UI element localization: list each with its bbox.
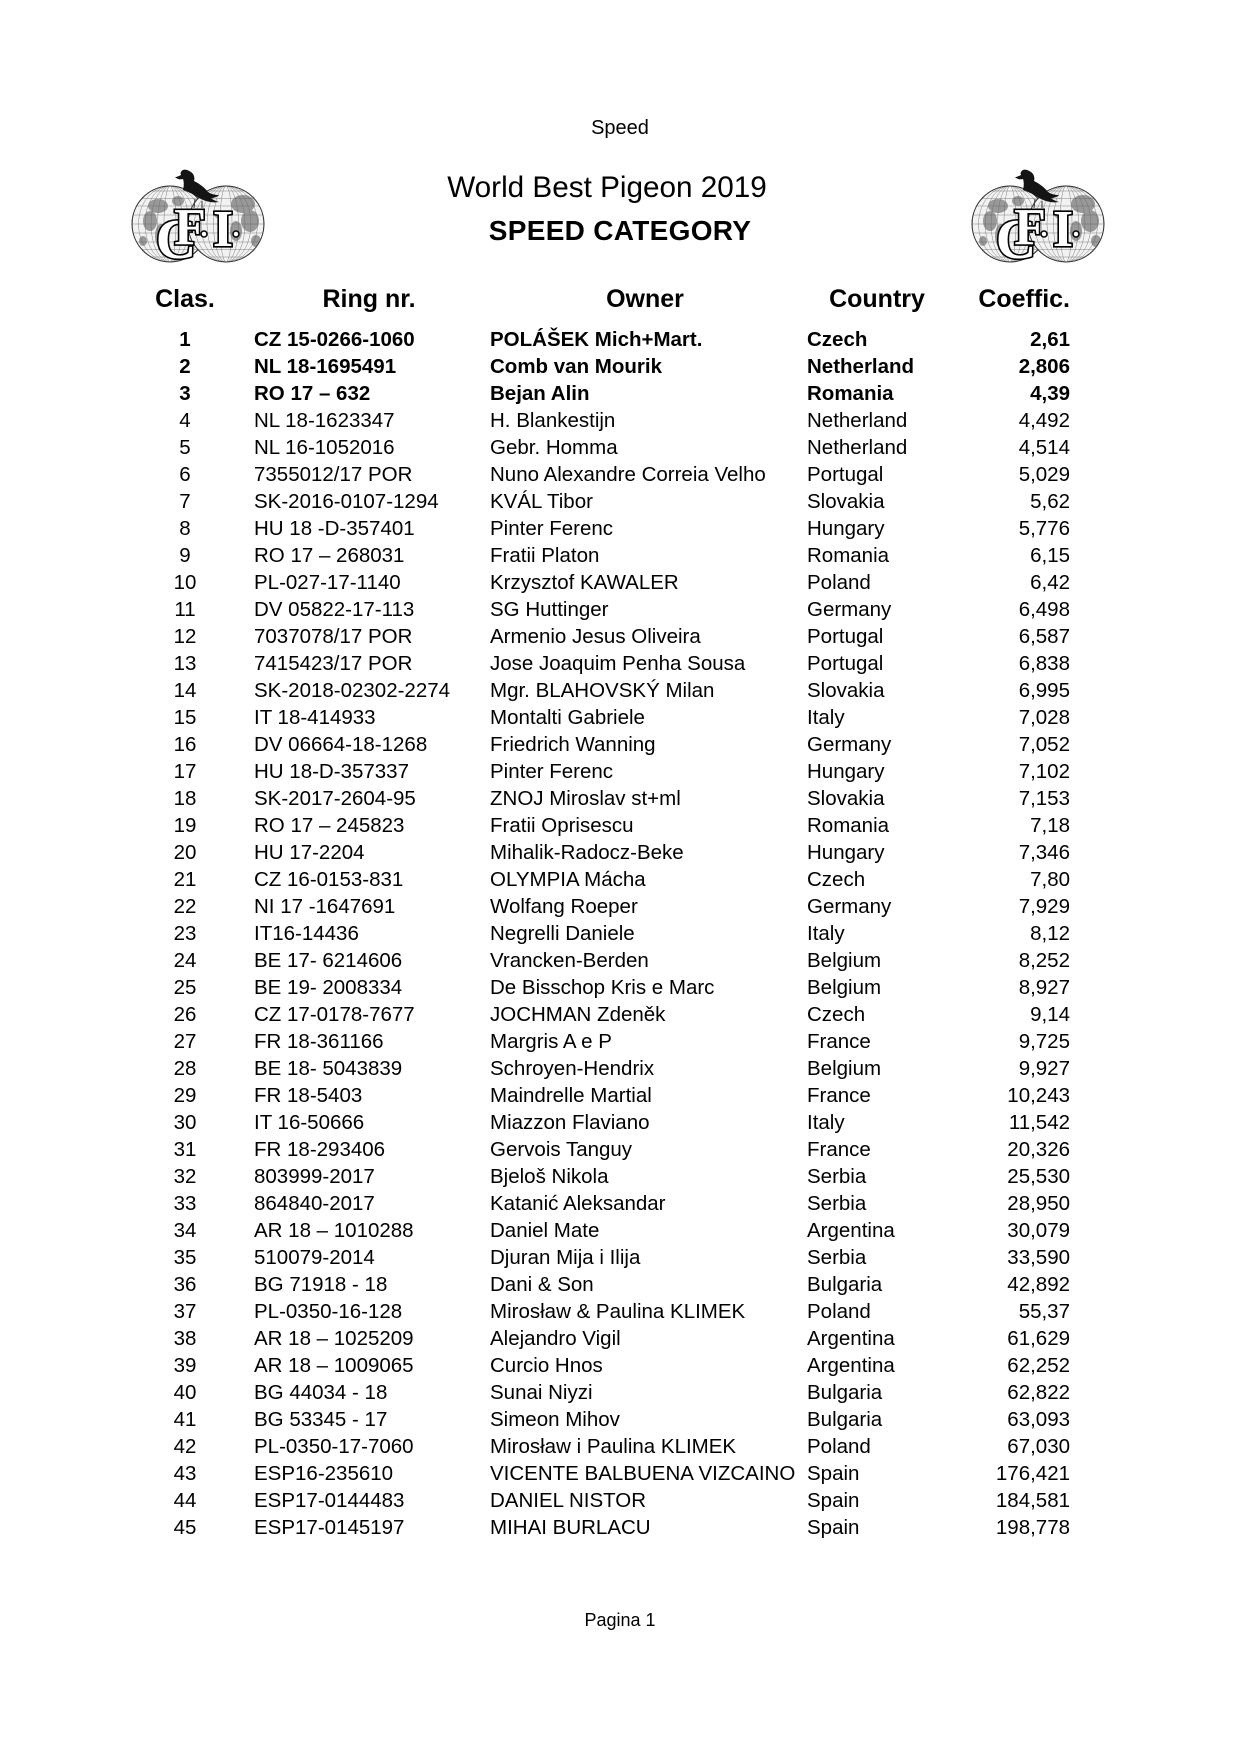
svg-text:F: F: [174, 199, 206, 256]
svg-text:I: I: [1053, 201, 1073, 258]
svg-text:F: F: [1014, 199, 1046, 256]
svg-text:I: I: [213, 201, 233, 258]
